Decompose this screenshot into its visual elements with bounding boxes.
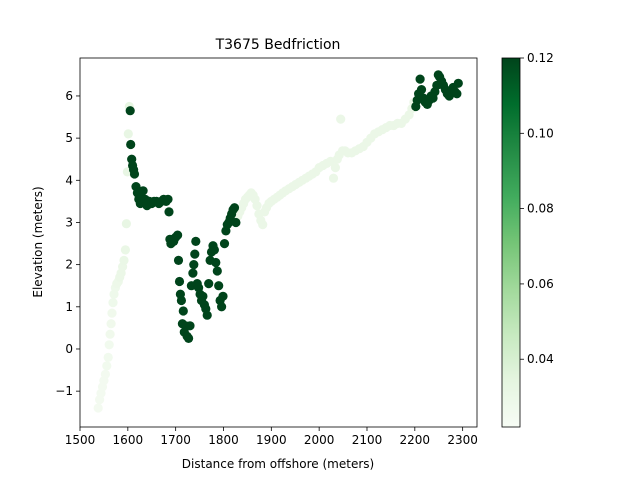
scatter-point: [164, 207, 174, 217]
scatter-point: [415, 74, 425, 84]
colorbar-gradient: [502, 58, 520, 427]
y-tick-label: 2: [65, 258, 73, 272]
scatter-point: [190, 249, 200, 259]
scatter-points: [93, 70, 463, 413]
scatter-point: [123, 129, 133, 139]
axes-frame: [79, 57, 478, 428]
scatter-point: [189, 260, 199, 270]
scatter-point: [214, 281, 224, 291]
y-tick-label: 4: [65, 173, 73, 187]
scatter-point: [125, 106, 135, 116]
scatter-point: [173, 255, 184, 265]
y-tick-label: 0: [65, 342, 73, 356]
scatter-point: [106, 319, 116, 329]
scatter-point: [209, 245, 219, 255]
colorbar-tick-label: 0.04: [527, 352, 554, 366]
scatter-point: [126, 139, 136, 150]
colorbar-tick-label: 0.10: [527, 126, 554, 140]
scatter-point: [198, 291, 208, 301]
scatter-point: [178, 306, 188, 316]
scatter-point: [93, 403, 103, 413]
scatter-point: [103, 352, 113, 362]
scatter-point: [258, 220, 268, 230]
scatter-point: [416, 85, 427, 95]
scatter-point: [121, 219, 131, 229]
scatter-point: [174, 276, 185, 287]
scatter-point: [163, 194, 173, 204]
colorbar-tick-label: 0.06: [527, 277, 554, 291]
scatter-point: [129, 169, 140, 179]
x-tick-label: 1900: [256, 433, 287, 447]
scatter-point: [211, 257, 221, 268]
x-tick-label: 1500: [65, 433, 96, 447]
scatter-point: [217, 302, 227, 312]
scatter-point: [330, 163, 340, 173]
scatter-point: [336, 114, 346, 124]
plot-area: 1500 1600 1700 1800 1900 2000 2100 2200 2300 −1 0…: [55, 57, 478, 447]
scatter-point: [108, 298, 118, 308]
scatter-point: [204, 279, 214, 289]
colorbar: 0.04 0.06 0.08 0.10 0.12: [501, 51, 554, 428]
y-tick-label: 3: [65, 215, 73, 229]
x-tick-label: 1700: [160, 433, 191, 447]
colorbar-tick-label: 0.08: [527, 202, 554, 216]
y-tick-label: 5: [65, 131, 73, 145]
colorbar-tick-label: 0.12: [527, 51, 554, 65]
scatter-point: [102, 361, 112, 371]
scatter-point: [452, 89, 462, 99]
scatter-point: [188, 268, 198, 278]
chart-title: T3675 Bedfriction: [215, 37, 341, 53]
colorbar-ticks: 0.04 0.06 0.08 0.10 0.12: [520, 51, 554, 366]
scatter-point: [218, 291, 228, 301]
scatter-point: [231, 217, 241, 228]
y-tick-label: −1: [55, 384, 73, 398]
x-axis-ticks: 1500 1600 1700 1800 1900 2000 2100 2200 2300: [65, 427, 478, 447]
scatter-point: [212, 266, 222, 276]
scatter-point: [138, 186, 148, 196]
scatter-point: [185, 321, 195, 331]
scatter-point: [100, 369, 110, 379]
scatter-point: [229, 203, 240, 213]
y-axis-label: Elevation (meters): [31, 186, 45, 297]
scatter-point: [191, 236, 201, 246]
x-tick-label: 2200: [400, 433, 431, 447]
x-tick-label: 2100: [352, 433, 383, 447]
scatter-point: [120, 245, 130, 255]
scatter-point: [328, 173, 339, 183]
x-axis-label: Distance from offshore (meters): [182, 457, 374, 471]
scatter-point: [107, 308, 117, 318]
x-tick-label: 2300: [447, 433, 478, 447]
x-tick-label: 1800: [208, 433, 239, 447]
scatter-point: [453, 78, 463, 88]
x-tick-label: 1600: [113, 433, 144, 447]
scatter-point: [119, 255, 129, 265]
y-tick-label: 6: [65, 89, 73, 103]
y-axis-ticks: −1 0 1 2 3 4 5 6: [55, 89, 80, 398]
x-tick-label: 2000: [304, 433, 335, 447]
scatter-point: [173, 230, 183, 240]
scatter-point: [105, 329, 115, 339]
scatter-point: [104, 340, 114, 350]
scatter-point: [219, 239, 230, 249]
colorbar-frame: [501, 57, 521, 428]
scatter-point: [202, 310, 212, 320]
scatter-point: [176, 295, 186, 306]
scatter-point: [184, 333, 194, 343]
y-tick-label: 1: [65, 300, 73, 314]
scatter-point: [252, 201, 262, 211]
